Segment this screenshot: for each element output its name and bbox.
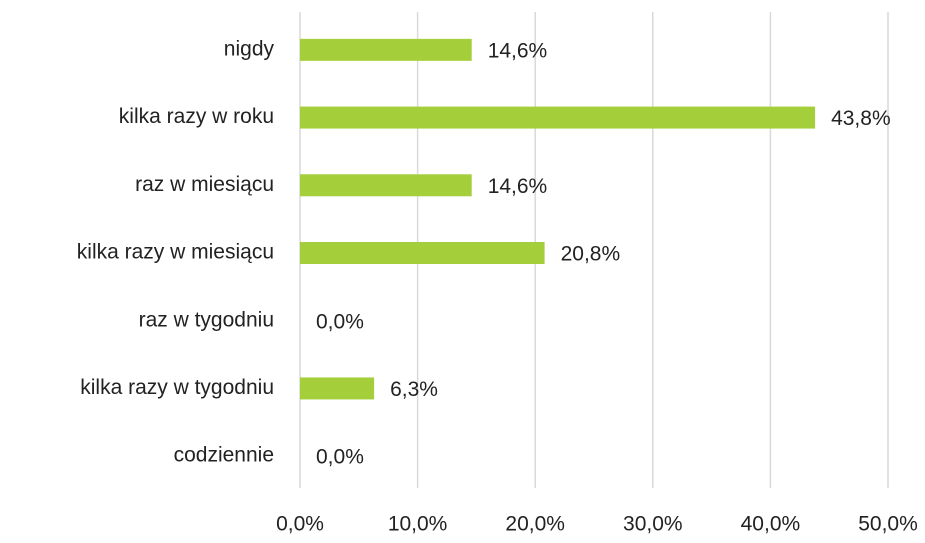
- bar: [300, 242, 545, 264]
- x-tick-label: 20,0%: [505, 513, 565, 536]
- y-tick-label: codziennie: [174, 444, 274, 467]
- y-tick-label: raz w tygodniu: [139, 308, 274, 331]
- data-label: 0,0%: [316, 310, 364, 333]
- y-tick-label: kilka razy w roku: [119, 105, 274, 128]
- x-tick-label: 30,0%: [623, 513, 683, 536]
- data-label: 43,8%: [831, 107, 891, 130]
- bar: [300, 106, 816, 129]
- y-tick-label: raz w miesiącu: [135, 173, 274, 196]
- x-tick-label: 50,0%: [858, 513, 918, 536]
- x-tick-label: 0,0%: [276, 513, 324, 536]
- data-label: 14,6%: [488, 175, 548, 198]
- data-label: 6,3%: [390, 378, 438, 401]
- data-label: 20,8%: [561, 243, 621, 266]
- y-tick-label: kilka razy w miesiącu: [77, 241, 274, 264]
- x-tick-label: 10,0%: [388, 513, 448, 536]
- y-tick-label: nigdy: [224, 37, 275, 60]
- bar: [300, 38, 472, 61]
- y-tick-label: kilka razy w tygodniu: [80, 376, 274, 399]
- x-tick-label: 40,0%: [741, 513, 801, 536]
- data-label: 14,6%: [488, 39, 548, 62]
- data-label: 0,0%: [316, 446, 364, 469]
- bar: [300, 174, 472, 197]
- bar: [300, 377, 375, 400]
